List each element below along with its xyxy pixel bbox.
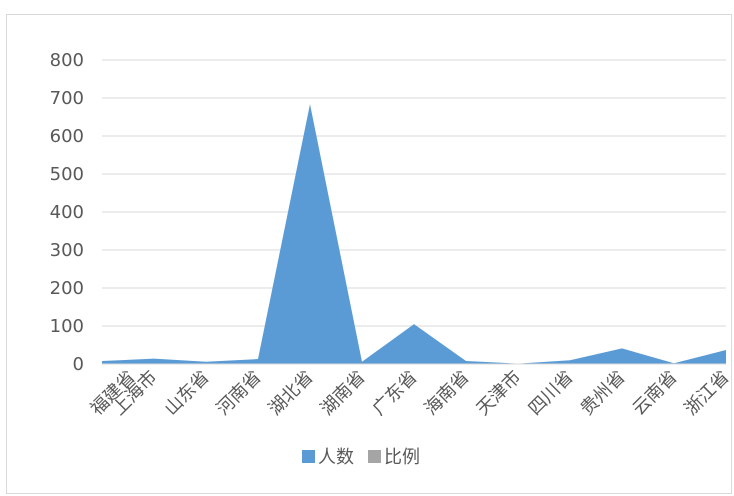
x-category-label: 广东省 (369, 367, 422, 420)
x-category-label: 河南省 (213, 367, 266, 420)
y-tick-label: 700 (50, 88, 84, 109)
x-category-label: 浙江省 (681, 367, 734, 420)
legend-swatch (368, 450, 381, 463)
y-tick-label: 800 (50, 50, 84, 71)
y-tick-label: 300 (50, 240, 84, 261)
y-axis-ticks: 0 100 200 300 400 500 600 700 800 (50, 50, 84, 375)
legend-swatch (302, 450, 315, 463)
legend: 人数 比例 (302, 447, 420, 468)
y-tick-label: 400 (50, 202, 84, 223)
y-tick-label: 600 (50, 126, 84, 147)
x-category-label: 四川省 (525, 367, 578, 420)
x-category-label: 湖南省 (317, 367, 370, 420)
x-category-label: 贵州省 (577, 367, 630, 420)
x-category-label: 山东省 (161, 367, 214, 420)
x-category-label: 海南省 (421, 367, 474, 420)
legend-label: 人数 (318, 447, 354, 468)
x-category-label: 天津市 (473, 367, 526, 420)
y-tick-label: 0 (73, 354, 84, 375)
area-series-1 (102, 104, 726, 364)
x-category-label: 湖北省 (265, 367, 318, 420)
legend-label: 比例 (384, 447, 420, 468)
gridlines (102, 59, 726, 327)
y-tick-label: 200 (50, 278, 84, 299)
x-category-label: 云南省 (629, 367, 682, 420)
y-tick-label: 500 (50, 164, 84, 185)
chart-frame (6, 14, 732, 494)
area-series (101, 104, 727, 365)
y-tick-label: 100 (50, 316, 84, 337)
